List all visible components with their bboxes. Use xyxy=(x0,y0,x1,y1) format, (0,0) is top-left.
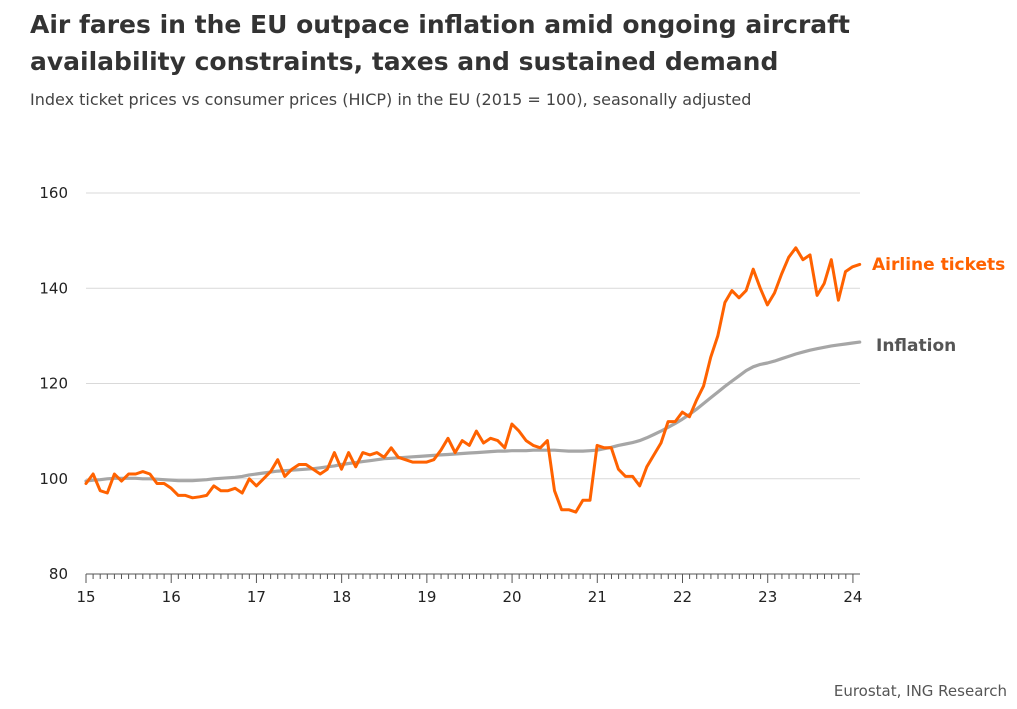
x-tick-label-19: 19 xyxy=(417,588,436,606)
y-tick-label-100: 100 xyxy=(39,470,68,488)
y-tick-label-80: 80 xyxy=(49,565,68,583)
x-tick-label-17: 17 xyxy=(247,588,266,606)
series-lines xyxy=(84,246,862,514)
y-axis-ticks: 80 100 120 140 160 xyxy=(39,184,68,583)
series-label-airline-tickets: Airline tickets xyxy=(872,255,1005,275)
y-tick-label-120: 120 xyxy=(39,375,68,393)
x-tick-label-21: 21 xyxy=(588,588,607,606)
series-line-inflation xyxy=(84,340,862,483)
x-tick-label-15: 15 xyxy=(76,588,95,606)
series-label-inflation: Inflation xyxy=(876,336,956,356)
x-tick-label-24: 24 xyxy=(843,588,862,606)
chart-title: Air fares in the EU outpace inflation am… xyxy=(30,10,850,76)
x-axis: 15 16 17 18 19 20 21 22 23 24 xyxy=(76,573,862,606)
series-labels: Airline tickets Inflation xyxy=(872,255,1005,356)
y-tick-label-140: 140 xyxy=(39,279,68,297)
x-tick-label-23: 23 xyxy=(758,588,777,606)
series-line-airline-tickets xyxy=(84,246,862,514)
x-tick-label-20: 20 xyxy=(503,588,522,606)
x-tick-label-16: 16 xyxy=(162,588,181,606)
x-tick-label-18: 18 xyxy=(332,588,351,606)
x-tick-label-22: 22 xyxy=(673,588,692,606)
chart-subtitle: Index ticket prices vs consumer prices (… xyxy=(30,90,752,109)
y-tick-label-160: 160 xyxy=(39,184,68,202)
source-note: Eurostat, ING Research xyxy=(833,682,1007,700)
